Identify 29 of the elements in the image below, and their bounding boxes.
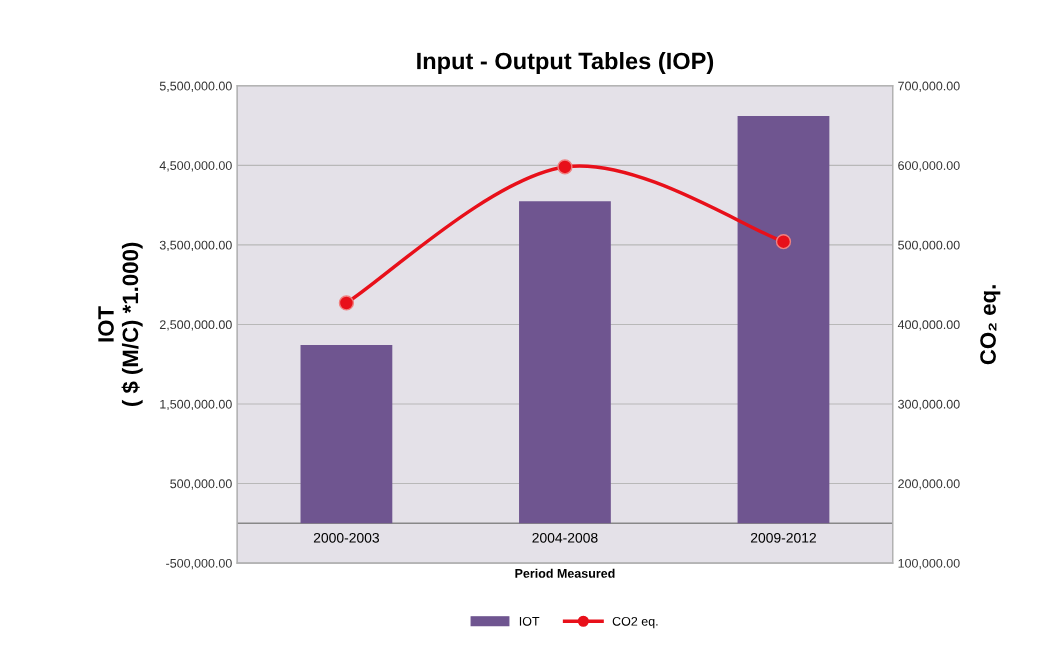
bar xyxy=(300,345,393,524)
chart-title: Input - Output Tables (IOP) xyxy=(417,52,714,75)
y-tick-label: 3,500,000.00 xyxy=(159,240,232,252)
x-axis-title: Period Measured xyxy=(515,568,615,578)
point xyxy=(557,159,573,175)
legend-label: IOT xyxy=(519,616,540,626)
x-tick-label: 2009-2012 xyxy=(750,532,816,543)
y2-tick-label: 100,000.00 xyxy=(898,558,960,570)
y2-tick-label: 600,000.00 xyxy=(898,161,960,172)
x-tick-label: 2000-2003 xyxy=(313,532,380,543)
y2-tick-label: 500,000.00 xyxy=(898,240,960,252)
y-tick-label: 500,000.00 xyxy=(170,479,232,490)
bar xyxy=(519,201,611,524)
point xyxy=(338,295,355,311)
y-axis-title: IOT ( $ (M/C) *1.000) xyxy=(98,242,143,407)
y-tick-label: 5,500,000.00 xyxy=(159,81,232,92)
x-tick-label: 2004-2008 xyxy=(532,532,598,543)
bar xyxy=(737,116,830,524)
y-tick-label: -500,000.00 xyxy=(166,558,232,570)
y-tick-label: 4,500,000.00 xyxy=(159,161,232,172)
point xyxy=(775,234,792,250)
legend-label: CO2 eq. xyxy=(612,616,658,629)
y2-axis-title: CO₂ eq. xyxy=(980,285,1001,365)
y2-tick-label: 700,000.00 xyxy=(898,81,960,92)
y-tick-label: 2,500,000.00 xyxy=(159,320,232,331)
y2-tick-label: 400,000.00 xyxy=(897,320,960,331)
y2-tick-label: 200,000.00 xyxy=(898,479,960,490)
y2-tick-label: 300,000.00 xyxy=(898,399,960,411)
y-tick-label: 1,500,000.00 xyxy=(160,399,232,411)
